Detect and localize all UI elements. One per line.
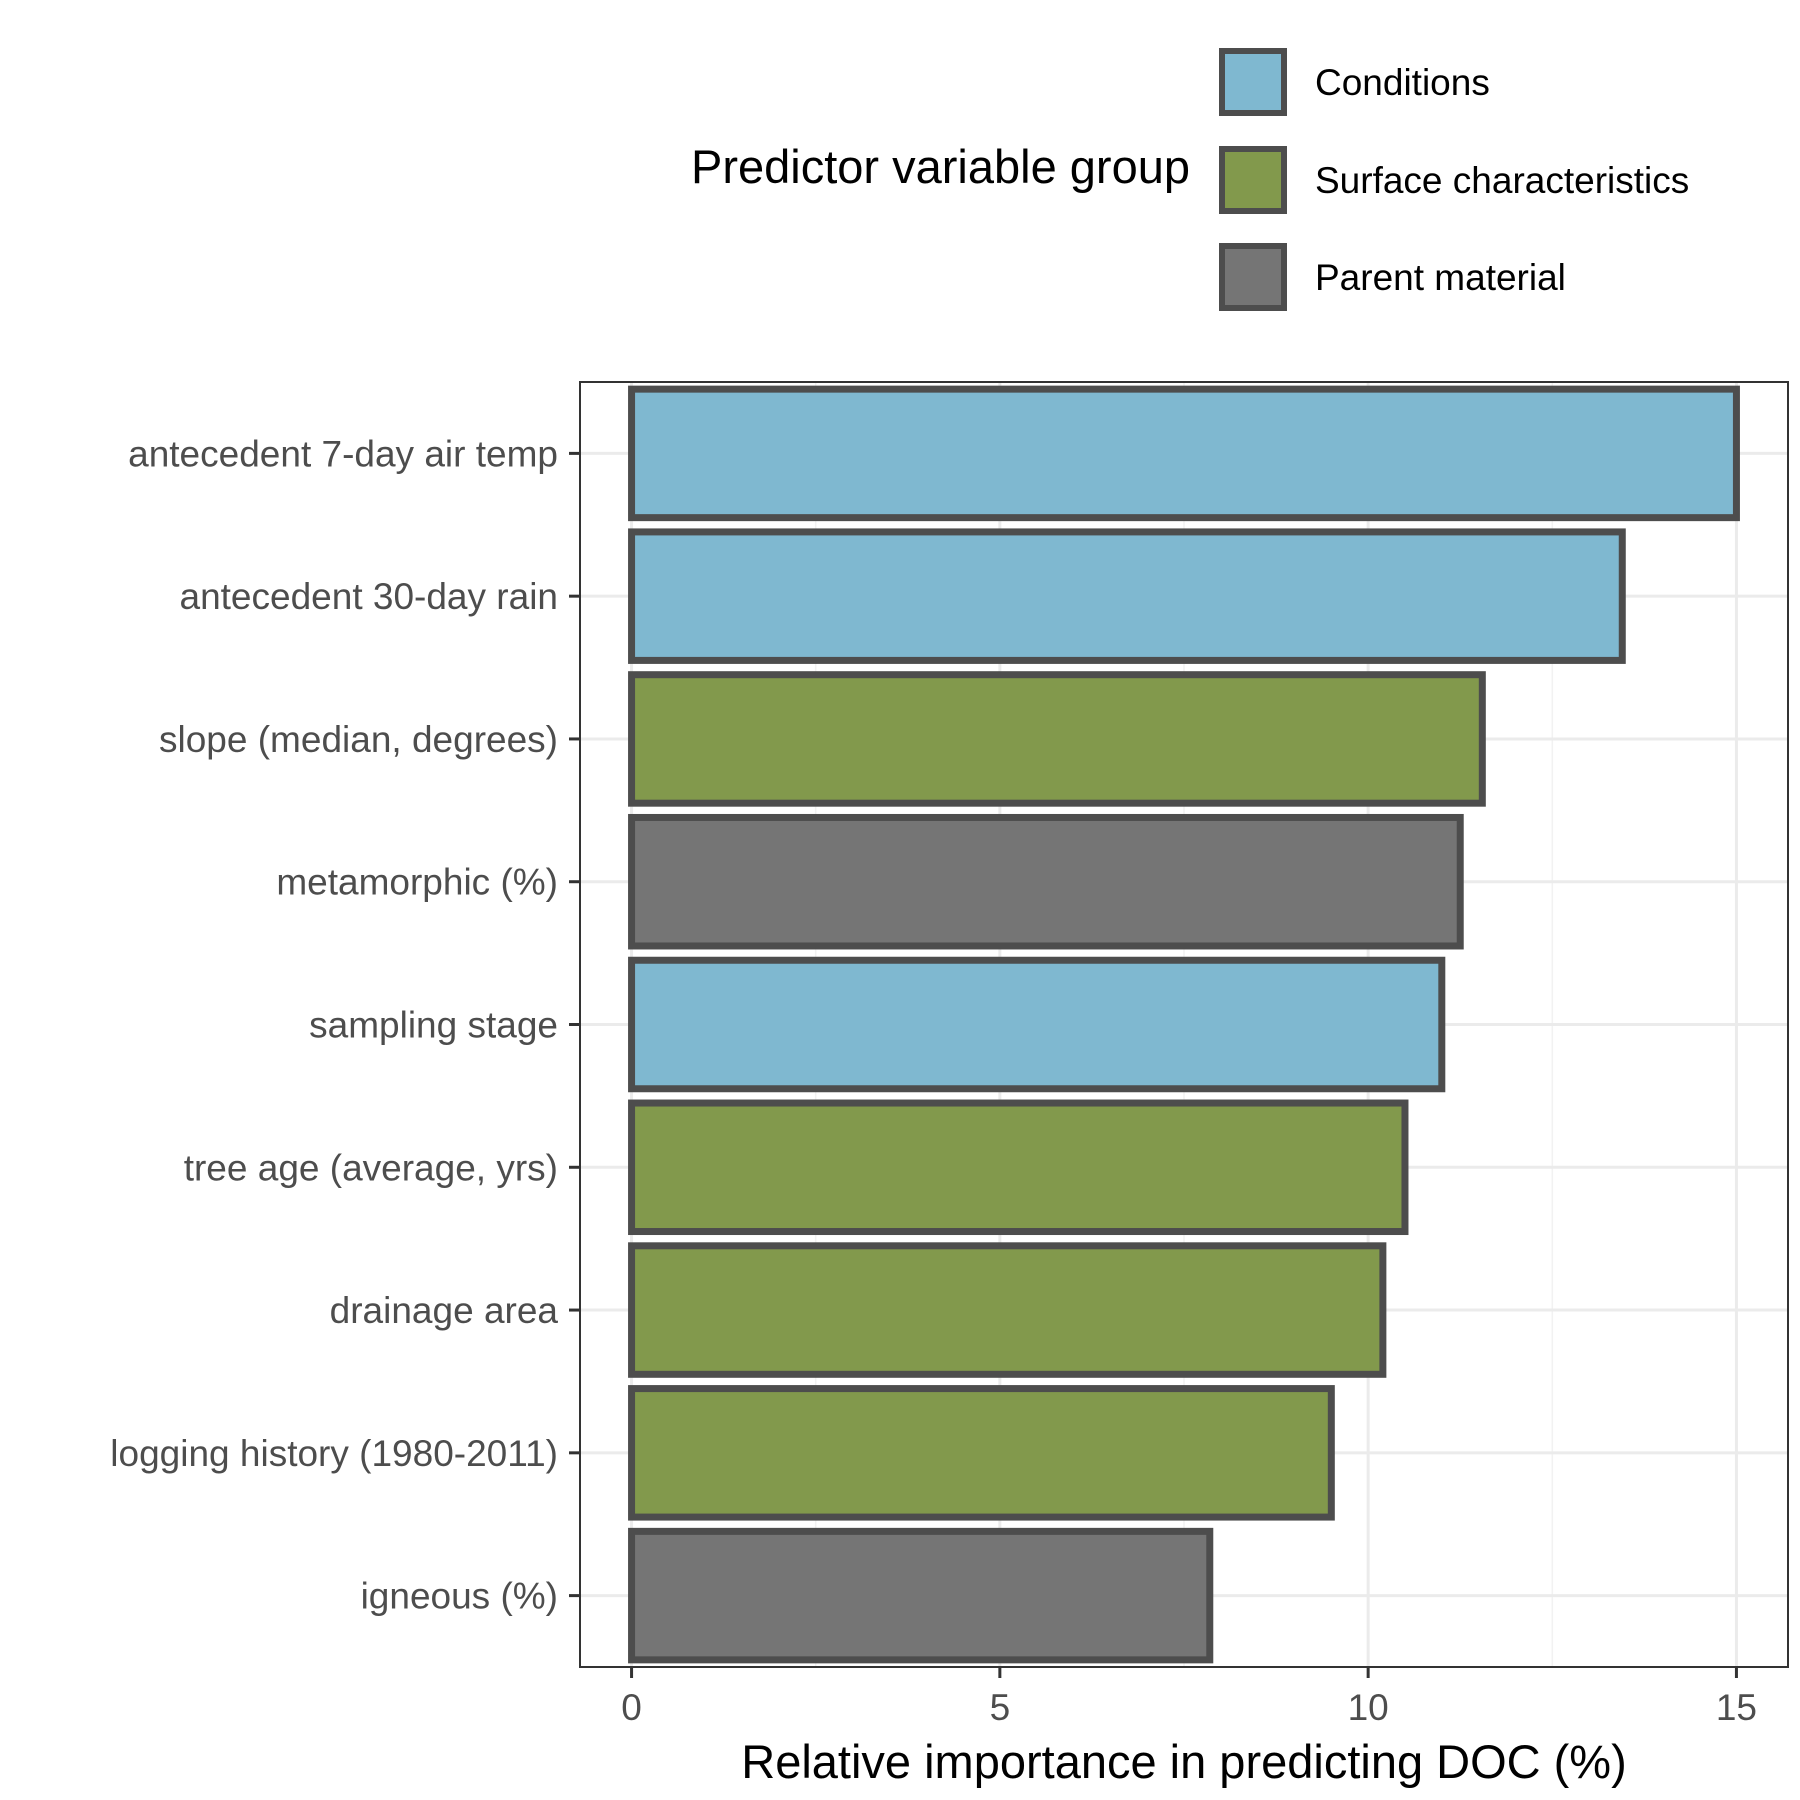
- y-tick-label: antecedent 30-day rain: [180, 576, 559, 617]
- x-axis: 0 5 10 15: [621, 1667, 1757, 1728]
- legend: Predictor variable group Conditions Surfa…: [691, 48, 1689, 311]
- legend-label-conditions: Conditions: [1315, 62, 1490, 103]
- bar-igneous: [628, 1527, 1214, 1664]
- bar-slope-median-degrees: [628, 671, 1486, 807]
- bar-metamorphic: [628, 813, 1464, 950]
- y-tick-label: igneous (%): [361, 1576, 558, 1617]
- bars: [628, 385, 1740, 1664]
- legend-label-surface-characteristics: Surface characteristics: [1315, 160, 1689, 201]
- bar-logging-history-1980-2011: [628, 1385, 1335, 1521]
- y-axis: antecedent 7-day air temp antecedent 30-d…: [110, 433, 580, 1617]
- x-tick-label: 0: [621, 1687, 642, 1728]
- bar-sampling-stage: [628, 956, 1446, 1093]
- bar-tree-age-average-yrs: [628, 1099, 1409, 1236]
- legend-key-parent-material: [1219, 243, 1287, 311]
- x-axis-title: Relative importance in predicting DOC (%…: [741, 1735, 1627, 1788]
- y-tick-label: tree age (average, yrs): [184, 1147, 558, 1188]
- bar-antecedent-30-day-rain: [628, 528, 1626, 664]
- legend-label-parent-material: Parent material: [1315, 257, 1566, 298]
- y-tick-label: drainage area: [330, 1290, 559, 1331]
- y-tick-label: logging history (1980-2011): [110, 1433, 558, 1474]
- x-tick-label: 10: [1348, 1687, 1389, 1728]
- y-tick-label: slope (median, degrees): [159, 719, 558, 760]
- y-tick-label: sampling stage: [309, 1005, 558, 1046]
- y-tick-label: antecedent 7-day air temp: [128, 433, 558, 474]
- legend-key-surface-characteristics: [1219, 146, 1287, 214]
- y-tick-label: metamorphic (%): [276, 862, 558, 903]
- bar-drainage-area: [628, 1242, 1387, 1378]
- bar-antecedent-7-day-air-temp: [628, 385, 1740, 522]
- legend-key-conditions: [1219, 48, 1287, 116]
- x-tick-label: 15: [1716, 1687, 1757, 1728]
- x-tick-label: 5: [990, 1687, 1011, 1728]
- legend-title: Predictor variable group: [691, 140, 1190, 193]
